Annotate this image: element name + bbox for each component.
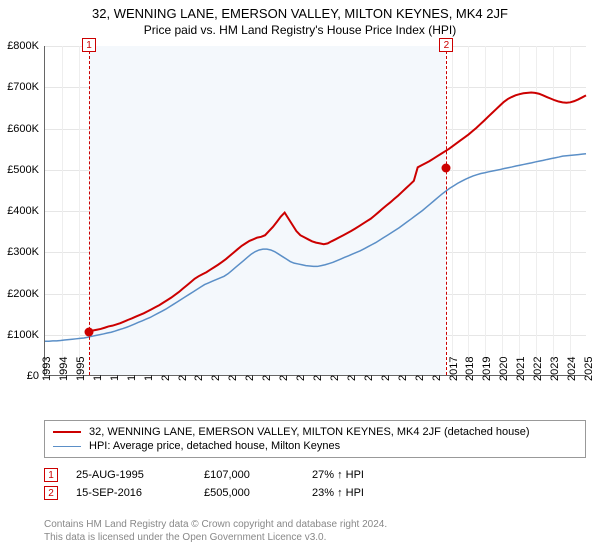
legend-swatch: [53, 446, 81, 447]
legend-box: 32, WENNING LANE, EMERSON VALLEY, MILTON…: [44, 420, 586, 458]
y-tick-label: £100K: [7, 329, 45, 341]
sale-row: 1 25-AUG-1995 £107,000 27% ↑ HPI: [44, 466, 586, 484]
sale-row-price: £107,000: [204, 469, 294, 481]
sale-marker-line: [446, 46, 447, 375]
y-tick-label: £700K: [7, 81, 45, 93]
sale-row-date: 25-AUG-1995: [76, 469, 186, 481]
legend-label: HPI: Average price, detached house, Milt…: [89, 440, 340, 452]
legend-label: 32, WENNING LANE, EMERSON VALLEY, MILTON…: [89, 426, 530, 438]
sale-marker-dot: [85, 327, 94, 336]
chart-title: 32, WENNING LANE, EMERSON VALLEY, MILTON…: [0, 0, 600, 21]
sale-row-delta: 27% ↑ HPI: [312, 469, 364, 481]
y-tick-label: £200K: [7, 288, 45, 300]
sale-row-delta: 23% ↑ HPI: [312, 487, 364, 499]
footer-line-2: This data is licensed under the Open Gov…: [44, 531, 586, 544]
sale-row: 2 15-SEP-2016 £505,000 23% ↑ HPI: [44, 484, 586, 502]
sales-table: 1 25-AUG-1995 £107,000 27% ↑ HPI 2 15-SEP-201…: [44, 466, 586, 502]
sale-marker-line: [89, 46, 90, 375]
sale-row-date: 15-SEP-2016: [76, 487, 186, 499]
chart-plot-area: £0£100K£200K£300K£400K£500K£600K£700K£80…: [44, 46, 586, 376]
y-tick-label: £500K: [7, 164, 45, 176]
sale-row-price: £505,000: [204, 487, 294, 499]
footer-line-1: Contains HM Land Registry data © Crown c…: [44, 518, 586, 531]
y-tick-label: £400K: [7, 205, 45, 217]
y-tick-label: £800K: [7, 40, 45, 52]
y-tick-label: £300K: [7, 246, 45, 258]
sale-row-badge: 1: [44, 468, 58, 482]
sale-row-badge: 2: [44, 486, 58, 500]
sale-marker-badge: 2: [439, 38, 453, 52]
plot-svg: [45, 46, 586, 375]
y-tick-label: £600K: [7, 123, 45, 135]
sale-marker-dot: [442, 163, 451, 172]
shaded-period: [89, 46, 446, 375]
legend-row: HPI: Average price, detached house, Milt…: [53, 439, 577, 453]
footer-attribution: Contains HM Land Registry data © Crown c…: [44, 518, 586, 544]
legend-swatch: [53, 431, 81, 433]
legend-row: 32, WENNING LANE, EMERSON VALLEY, MILTON…: [53, 425, 577, 439]
sale-marker-badge: 1: [82, 38, 96, 52]
